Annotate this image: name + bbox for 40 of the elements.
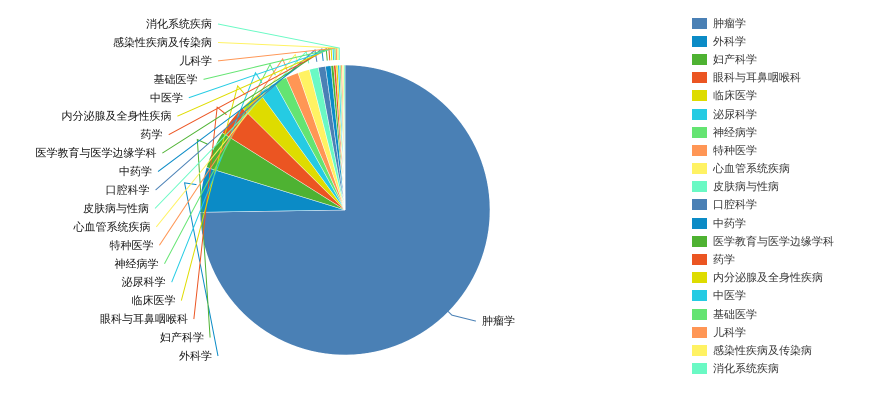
legend-label: 肿瘤学 [713, 16, 746, 31]
legend-label: 眼科与耳鼻咽喉科 [713, 70, 801, 86]
slice-label: 心血管系统疾病 [72, 220, 150, 234]
slice-label: 临床医学 [131, 294, 176, 308]
slice-label: 口腔科学 [106, 184, 150, 196]
legend-label: 特种医学 [713, 142, 757, 158]
slice-label: 眼科与耳鼻咽喉科 [100, 312, 188, 326]
legend-label: 心血管系统疾病 [713, 161, 790, 176]
legend-label: 儿科学 [713, 324, 746, 340]
slice-label: 中药学 [119, 165, 152, 178]
legend-label: 医学教育与医学边缘学科 [713, 234, 834, 249]
legend-label: 内分泌腺及全身性疾病 [713, 270, 823, 286]
slice-label: 皮肤病与性病 [83, 202, 150, 215]
legend-label: 感染性疾病及传染病 [713, 342, 812, 358]
slice-label: 中医学 [150, 91, 183, 104]
slice-label: 内分泌腺及全身性疾病 [61, 110, 172, 123]
legend-label: 药学 [713, 252, 735, 268]
slice-label: 泌尿科学 [122, 276, 166, 289]
slice-label: 肿瘤学 [482, 314, 515, 328]
slice-label: 基础医学 [154, 72, 198, 86]
slice-label: 药学 [140, 128, 163, 142]
slice-label: 神经病学 [114, 257, 158, 270]
legend-label: 临床医学 [713, 88, 757, 104]
slice-label: 医学教育与医学边缘学科 [35, 146, 156, 160]
legend-label: 泌尿科学 [713, 106, 757, 122]
slice-label: 儿科学 [179, 54, 212, 68]
legend-label: 中医学 [713, 288, 746, 304]
legend-label: 中药学 [713, 216, 746, 231]
slice-label: 消化系统疾病 [146, 18, 212, 30]
legend-label: 神经病学 [713, 124, 757, 140]
legend-label: 口腔科学 [713, 197, 757, 212]
slice-label: 妇产科学 [160, 331, 204, 344]
slice-label: 特种医学 [109, 238, 154, 252]
slice-label: 感染性疾病及传染病 [113, 36, 212, 49]
legend-label: 外科学 [713, 34, 746, 49]
legend-label: 皮肤病与性病 [713, 179, 779, 194]
slice-label: 外科学 [179, 350, 212, 362]
legend-label: 基础医学 [713, 306, 757, 322]
legend-label: 消化系统疾病 [713, 361, 779, 376]
legend-label: 妇产科学 [713, 52, 757, 67]
